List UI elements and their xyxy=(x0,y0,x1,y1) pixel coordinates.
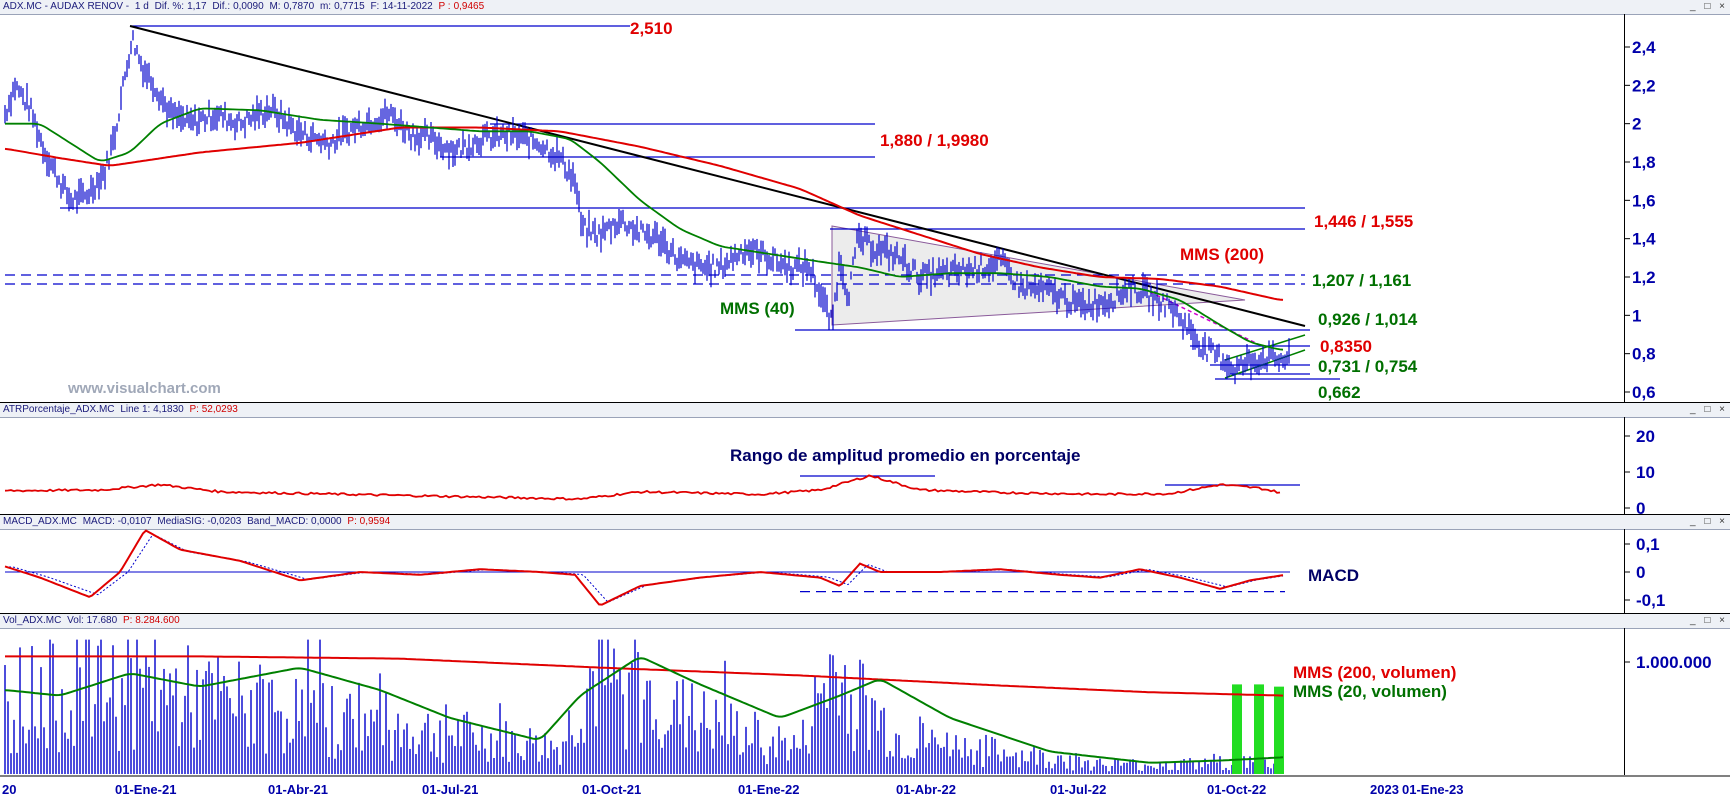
min-value: 0,7715 xyxy=(334,1,365,12)
mms200-line xyxy=(4,126,1284,301)
y-tick-label: 0 xyxy=(1636,563,1645,582)
volume-panel: Vol_ADX.MC Vol: 17.680 P: 8.284.600 _ □ … xyxy=(0,614,1730,799)
x-tick-label: 01-Abr-21 xyxy=(268,782,328,797)
atr-p: P: 52,0293 xyxy=(189,404,238,415)
price-header: ADX.MC - AUDAX RENOV - 1 d Dif. %: 1,17 D… xyxy=(0,0,1730,15)
volume-chart: 1.000.000 MMS (200, volumen)MMS (20, volu… xyxy=(0,639,1730,797)
macd-chart: 0,1 0 -0,1 MACD xyxy=(4,529,1665,610)
price-bars xyxy=(4,30,1290,385)
y-tick-label: 2,4 xyxy=(1632,38,1656,57)
annotation-a6: MMS (40) xyxy=(720,299,795,318)
annotation-a3: 1,446 / 1,555 xyxy=(1314,212,1413,231)
y-tick-label: 1,6 xyxy=(1632,191,1656,210)
atr-line xyxy=(4,474,1281,501)
vol-value: Vol: 17.680 xyxy=(67,615,118,626)
y-tick-label: 0,6 xyxy=(1632,383,1656,402)
vol-mms20-line xyxy=(4,657,1284,764)
y-tick-label: -0,1 xyxy=(1636,591,1665,610)
y-tick-label: 2 xyxy=(1632,115,1641,134)
annotation-a7: 0,926 / 1,014 xyxy=(1318,310,1418,329)
dif-label: Dif.: xyxy=(212,1,231,12)
window-controls[interactable]: _ □ × xyxy=(1690,615,1728,626)
y-tick-label: 2,2 xyxy=(1632,76,1656,95)
magenta-line xyxy=(1149,291,1261,346)
max-label: M: xyxy=(269,1,281,12)
annotation-a8: 0,8350 xyxy=(1320,337,1372,356)
macd-header: MACD_ADX.MC MACD: -0,0107 MediaSIG: -0,0… xyxy=(0,515,1730,530)
volume-bars xyxy=(4,639,1284,774)
macd-panel: MACD_ADX.MC MACD: -0,0107 MediaSIG: -0,0… xyxy=(0,515,1730,614)
annotation-a10: 0,662 xyxy=(1318,383,1361,402)
macd-line xyxy=(4,529,1284,606)
x-tick-label: 01-Oct-22 xyxy=(1207,782,1266,797)
x-tick-label: 01-Ene-21 xyxy=(115,782,176,797)
trend-line xyxy=(129,25,1306,327)
window-controls[interactable]: _ □ × xyxy=(1690,516,1728,527)
annotation-a2: 1,880 / 1,9980 xyxy=(880,131,989,150)
macd-name: MACD_ADX.MC xyxy=(3,516,77,527)
annotation-a4: MMS (200) xyxy=(1180,245,1264,264)
vol-mms200-line xyxy=(5,655,1284,697)
macd-p: P: 0,9594 xyxy=(347,516,391,527)
vol-mms20-label: MMS (20, volumen) xyxy=(1293,682,1447,701)
p-value: 0,9465 xyxy=(453,1,485,12)
atr-name: ATRPorcentaje_ADX.MC xyxy=(3,404,115,415)
mms40-line xyxy=(5,107,1284,351)
difpct-value: 1,17 xyxy=(187,1,207,12)
date-value: 14-11-2022 xyxy=(382,1,433,12)
volume-highlight xyxy=(1274,686,1284,774)
annotation-a9: 0,731 / 0,754 xyxy=(1318,357,1418,376)
x-tick-label: 01-Oct-21 xyxy=(582,782,641,797)
y-tick-label: 10 xyxy=(1636,463,1655,482)
x-tick-label: 01-Jul-21 xyxy=(422,782,478,797)
volume-highlight xyxy=(1254,684,1264,774)
difpct-label: Dif. %: xyxy=(154,1,185,12)
max-value: 0,7870 xyxy=(283,1,315,12)
atr-header: ATRPorcentaje_ADX.MC Line 1: 4,1830 P: 5… xyxy=(0,403,1730,418)
window-controls[interactable]: _ □ × xyxy=(1690,1,1728,12)
macd-value: MACD: -0,0107 xyxy=(82,516,152,527)
atr-panel: ATRPorcentaje_ADX.MC Line 1: 4,1830 P: 5… xyxy=(0,403,1730,515)
vol-header: Vol_ADX.MC Vol: 17.680 P: 8.284.600 _ □ … xyxy=(0,614,1730,629)
x-tick-label: 01-Ene-23 xyxy=(1402,782,1463,797)
x-tick-label: 2023 xyxy=(1370,782,1399,797)
y-tick-label: 20 xyxy=(1636,427,1655,446)
y-tick-label: 1.000.000 xyxy=(1636,653,1712,672)
vol-mms200-label: MMS (200, volumen) xyxy=(1293,663,1456,682)
x-tick-label: 01-Jul-22 xyxy=(1050,782,1106,797)
dif-value: 0,0090 xyxy=(233,1,264,12)
atr-title: Rango de amplitud promedio en porcentaje xyxy=(730,446,1080,465)
vol-p: P: 8.284.600 xyxy=(122,615,180,626)
window-controls[interactable]: _ □ × xyxy=(1690,404,1728,415)
x-tick-label: 01-Ene-22 xyxy=(738,782,799,797)
price-chart: 2,4 2,2 2 1,8 1,6 1,4 1,2 1 0,8 0,6 2,510 1,880 / 1… xyxy=(4,19,1656,402)
x-tick-label: 20 xyxy=(2,782,16,797)
atr-chart: 20 10 0 Rango de amplitud promedio en porce… xyxy=(4,427,1655,515)
macd-band: Band_MACD: 0,0000 xyxy=(247,516,342,527)
vol-name: Vol_ADX.MC xyxy=(3,615,62,626)
y-tick-label: 1,4 xyxy=(1632,230,1656,249)
y-tick-label: 1,2 xyxy=(1632,268,1656,287)
x-tick-label: 01-Abr-22 xyxy=(896,782,956,797)
annotation-a5: 1,207 / 1,161 xyxy=(1312,271,1411,290)
annotation-a1: 2,510 xyxy=(630,19,673,38)
symbol-label: ADX.MC - AUDAX RENOV - xyxy=(3,1,130,12)
atr-line: Line 1: 4,1830 xyxy=(120,404,184,415)
y-tick-label: 0,8 xyxy=(1632,345,1656,364)
period-label: 1 d xyxy=(134,1,149,12)
min-label: m: xyxy=(319,1,332,12)
volume-highlight xyxy=(1232,684,1242,774)
price-panel: ADX.MC - AUDAX RENOV - 1 d Dif. %: 1,17 D… xyxy=(0,0,1730,403)
p-label: P : xyxy=(438,1,451,12)
y-tick-label: 1 xyxy=(1632,306,1641,325)
macd-sig: MediaSIG: -0,0203 xyxy=(157,516,242,527)
watermark: www.visualchart.com xyxy=(67,380,221,397)
date-label: F: xyxy=(370,1,380,12)
y-tick-label: 0 xyxy=(1636,499,1645,515)
y-tick-label: 0,1 xyxy=(1636,535,1660,554)
channel-line xyxy=(1224,334,1306,361)
y-tick-label: 1,8 xyxy=(1632,153,1656,172)
macd-label: MACD xyxy=(1308,566,1359,585)
